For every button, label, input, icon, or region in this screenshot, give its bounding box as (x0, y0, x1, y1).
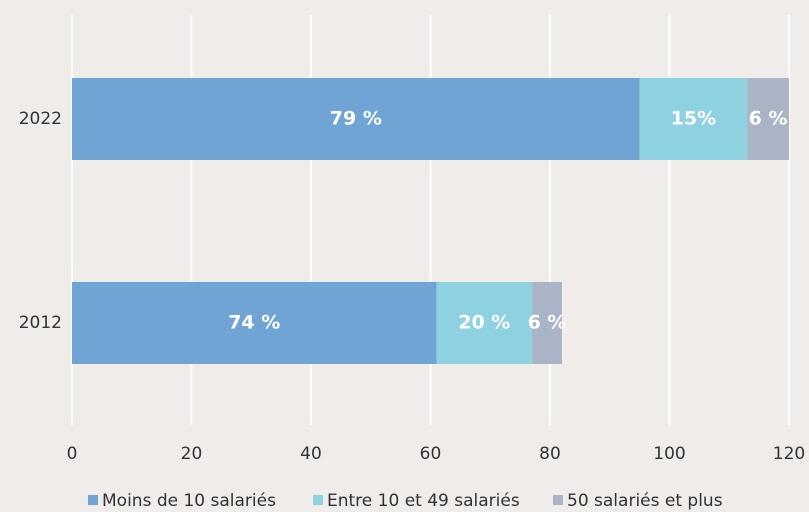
x-tick-label: 60 (420, 444, 442, 464)
legend-label: 50 salariés et plus (567, 491, 723, 511)
x-tick-label: 40 (300, 444, 322, 464)
bar-segment (639, 78, 748, 160)
x-tick-label: 100 (653, 444, 685, 464)
y-tick-label: 2012 (19, 313, 62, 333)
segment-label: 20 % (458, 312, 510, 334)
legend-swatch (313, 495, 323, 505)
y-tick-label: 2022 (19, 109, 62, 129)
legend-label: Entre 10 et 49 salariés (327, 491, 520, 511)
x-tick-label: 0 (67, 444, 78, 464)
bar-segment (747, 78, 789, 160)
segment-label: 79 % (330, 108, 382, 130)
x-tick-label: 120 (773, 444, 805, 464)
bar-segment (532, 282, 562, 364)
segment-label: 6 % (528, 312, 567, 334)
x-tick-label: 80 (539, 444, 561, 464)
segment-label: 6 % (749, 108, 788, 130)
bar-segment (72, 78, 640, 160)
x-tick-label: 20 (181, 444, 203, 464)
legend-swatch (88, 495, 98, 505)
bar-segment (436, 282, 533, 364)
segment-label: 15% (671, 108, 716, 130)
legend-label: Moins de 10 salariés (102, 491, 276, 511)
segment-label: 74 % (228, 312, 280, 334)
legend-swatch (553, 495, 563, 505)
bar-segment (72, 282, 437, 364)
